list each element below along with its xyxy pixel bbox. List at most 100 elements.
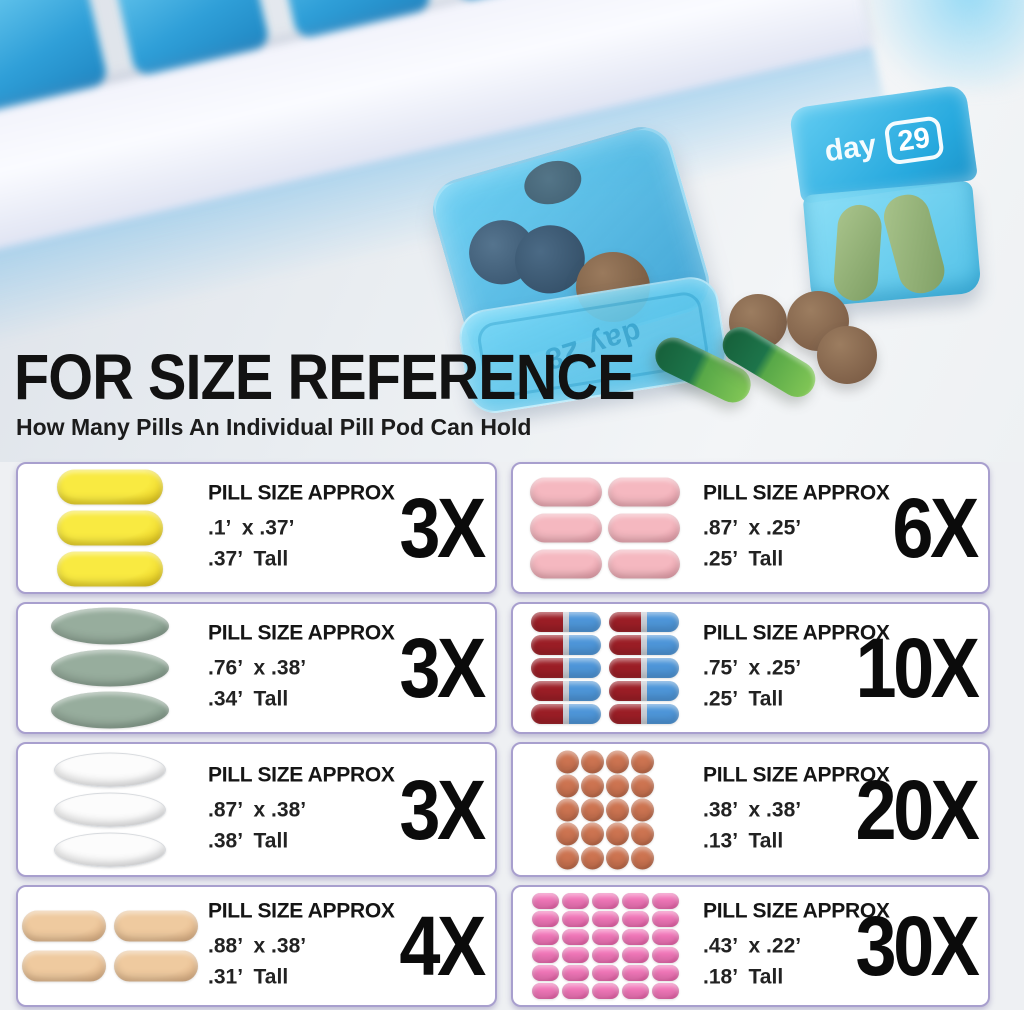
pill-size-label: PILL SIZE APPROX: [703, 481, 890, 505]
pill: [651, 965, 679, 981]
pill: [591, 965, 619, 981]
blue-pod-corner: [864, 0, 1024, 90]
pill: [54, 792, 166, 827]
pill: [609, 612, 679, 632]
pill: [631, 822, 654, 845]
pill-size-text: PILL SIZE APPROX .88’ x .38’ .31’ Tall: [208, 900, 395, 993]
pill: [57, 510, 163, 546]
pill: [531, 704, 601, 724]
pill: [581, 750, 604, 773]
tablet-in-pod: [519, 154, 587, 211]
pill: [631, 774, 654, 797]
pill: [22, 910, 106, 942]
pill-size-text: PILL SIZE APPROX .43’ x .22’ .18’ Tall: [703, 900, 890, 993]
green-pill: [878, 189, 949, 299]
pill: [651, 911, 679, 927]
pill-dimensions: .87’ x .25’: [703, 516, 802, 540]
pill: [621, 911, 649, 927]
pill: [556, 822, 579, 845]
pill-panel-red-blue-capsules: PILL SIZE APPROX .75’ x .25’ .25’ Tall 1…: [511, 602, 990, 734]
pill: [531, 635, 601, 655]
capacity-multiplier: 3X: [399, 621, 487, 715]
size-reference-grid: PILL SIZE APPROX .1’ x .37’ .37’ Tall 3X…: [16, 462, 1008, 1007]
capacity-multiplier: 3X: [399, 762, 487, 857]
pill: [531, 983, 559, 999]
pill-height: .25’ Tall: [703, 687, 784, 711]
pill: [531, 658, 601, 678]
pill: [556, 750, 579, 773]
pill-size-label: PILL SIZE APPROX: [703, 763, 890, 786]
capacity-multiplier: 30X: [855, 899, 980, 993]
pill: [609, 704, 679, 724]
pill: [609, 681, 679, 701]
capacity-multiplier: 6X: [892, 481, 980, 575]
pod-day-number: 29: [883, 114, 945, 166]
pill: [561, 965, 589, 981]
pill: [556, 774, 579, 797]
pill-size-label: PILL SIZE APPROX: [703, 899, 890, 923]
pill-panel-yellow-capsules: PILL SIZE APPROX .1’ x .37’ .37’ Tall 3X: [16, 462, 497, 594]
pill-panel-peach-oblongs: PILL SIZE APPROX .88’ x .38’ .31’ Tall 4…: [16, 885, 497, 1007]
pill: [561, 983, 589, 999]
pill-panel-green-ovals: PILL SIZE APPROX .76’ x .38’ .34’ Tall 3…: [16, 602, 497, 734]
pill-image: [527, 612, 683, 724]
pill: [581, 774, 604, 797]
pill-size-text: PILL SIZE APPROX .87’ x .38’ .38’ Tall: [208, 763, 395, 856]
pill-size-label: PILL SIZE APPROX: [703, 621, 890, 645]
pill: [631, 846, 654, 869]
pill: [54, 752, 166, 787]
pill: [561, 947, 589, 963]
pill: [581, 798, 604, 821]
pill-dimensions: .43’ x .22’: [703, 934, 802, 958]
pill: [631, 798, 654, 821]
pill: [530, 549, 602, 579]
pill: [114, 950, 198, 982]
pill-panel-brown-rounds: PILL SIZE APPROX .38’ x .38’ .13’ Tall 2…: [511, 742, 990, 877]
pill: [561, 929, 589, 945]
pill: [606, 750, 629, 773]
pill: [114, 910, 198, 942]
pill: [651, 947, 679, 963]
pill: [606, 798, 629, 821]
pill-height: .38’ Tall: [208, 829, 289, 852]
photo-scene: day 28 day 29: [0, 0, 1024, 462]
pill: [609, 635, 679, 655]
page-title: FOR SIZE REFERENCE: [14, 341, 636, 413]
pill-dimensions: .88’ x .38’: [208, 934, 307, 958]
pill-image: [32, 469, 188, 587]
pill: [606, 774, 629, 797]
page-subtitle: How Many Pills An Individual Pill Pod Ca…: [16, 414, 532, 440]
pod-day-label: day: [822, 128, 879, 169]
pill: [608, 477, 680, 507]
pill: [631, 750, 654, 773]
pill: [609, 658, 679, 678]
pill: [591, 929, 619, 945]
pill: [621, 965, 649, 981]
pill: [57, 551, 163, 587]
pill-height: .13’ Tall: [703, 829, 784, 852]
pill: [651, 893, 679, 909]
pill: [621, 983, 649, 999]
pill-height: .31’ Tall: [208, 965, 289, 989]
pill-panel-pink-oblongs: PILL SIZE APPROX .87’ x .25’ .25’ Tall 6…: [511, 462, 990, 594]
capacity-multiplier: 3X: [399, 481, 487, 575]
pill: [581, 846, 604, 869]
pill: [531, 965, 559, 981]
pill-size-text: PILL SIZE APPROX .38’ x .38’ .13’ Tall: [703, 763, 890, 856]
pill-dimensions: .1’ x .37’: [208, 516, 295, 540]
pill-height: .18’ Tall: [703, 965, 784, 989]
brown-tablet: [817, 326, 877, 384]
pill: [531, 911, 559, 927]
pill-image: [22, 910, 198, 982]
pill: [581, 822, 604, 845]
pill: [606, 822, 629, 845]
pill: [54, 832, 166, 867]
pill: [606, 846, 629, 869]
pill: [651, 983, 679, 999]
pill-size-text: PILL SIZE APPROX .76’ x .38’ .34’ Tall: [208, 622, 395, 715]
pill: [591, 983, 619, 999]
pill-image: [527, 477, 683, 579]
pill-organizer-tray: [0, 0, 894, 356]
green-pill: [832, 203, 883, 303]
